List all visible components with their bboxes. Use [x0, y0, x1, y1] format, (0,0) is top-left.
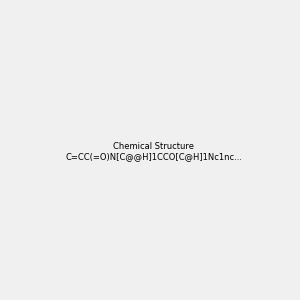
Text: Chemical Structure
C=CC(=O)N[C@@H]1CCO[C@H]1Nc1nc...: Chemical Structure C=CC(=O)N[C@@H]1CCO[C…	[65, 142, 242, 161]
